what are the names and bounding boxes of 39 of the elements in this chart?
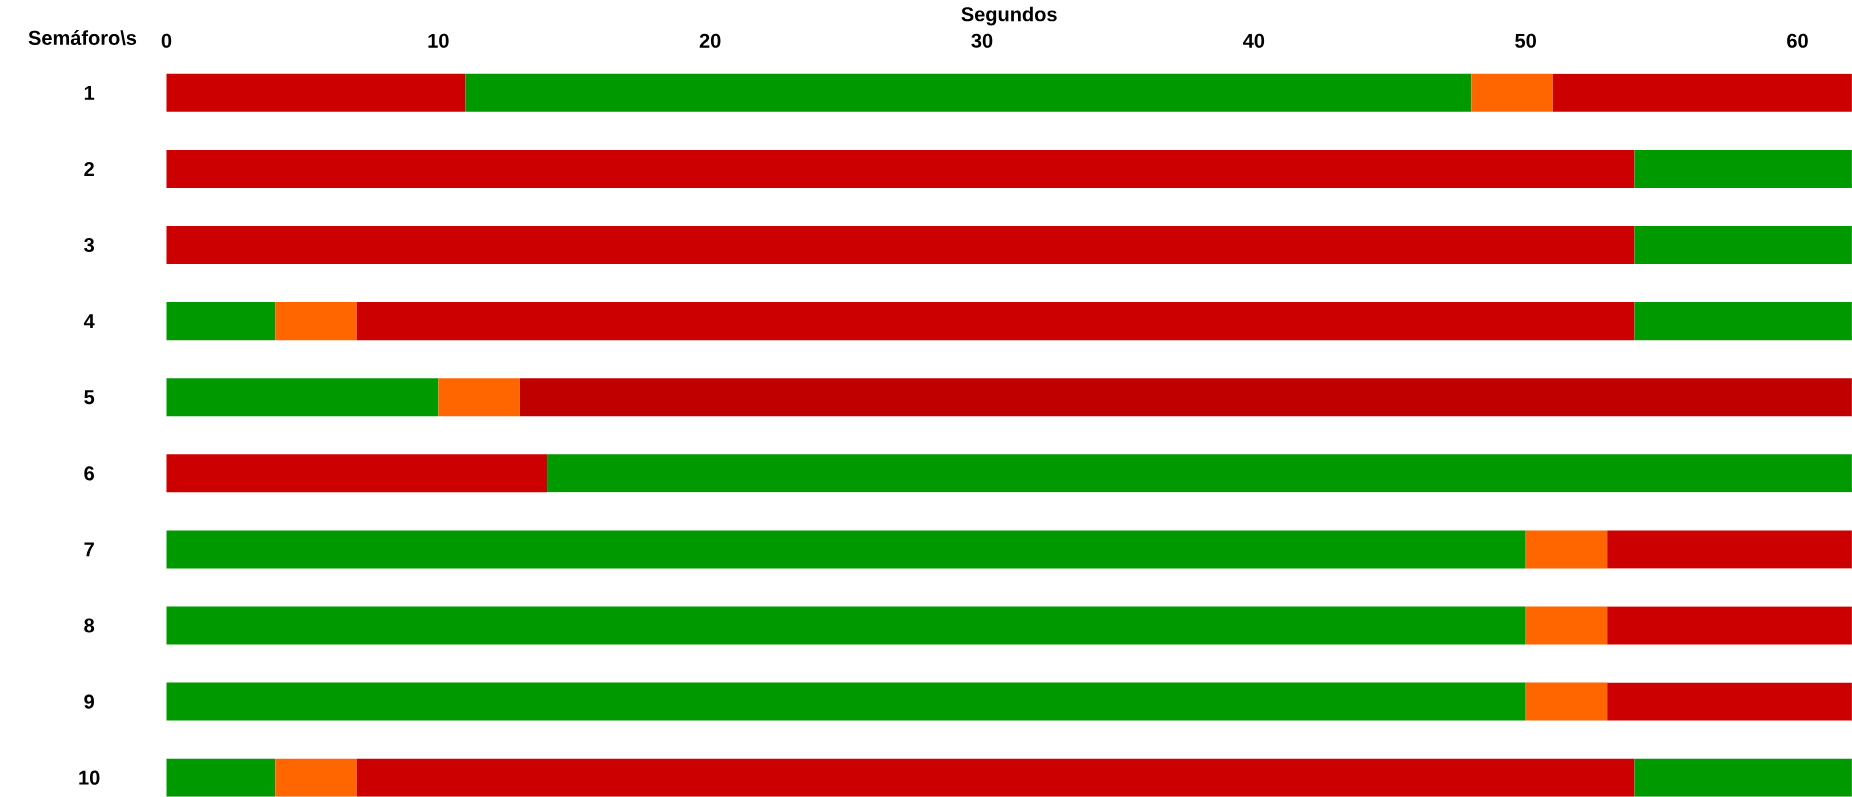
- bar: [1607, 530, 1852, 569]
- y-tick-label: 2: [84, 162, 94, 176]
- y-tick-label: 8: [84, 618, 95, 633]
- x-tick-label: 30: [971, 33, 993, 48]
- bar: [275, 302, 357, 341]
- x-tick-label: 20: [699, 33, 721, 48]
- bar: [1607, 682, 1852, 721]
- x-tick-label: 60: [1787, 33, 1808, 48]
- bar: [1607, 606, 1852, 645]
- y-tick-label: 7: [84, 542, 94, 557]
- bar: [166, 530, 1526, 569]
- x-tick-label: 10: [428, 33, 449, 48]
- bar: [1525, 606, 1608, 645]
- y-tick-label: 10: [79, 770, 100, 785]
- bar: [166, 606, 1526, 645]
- bar: [1525, 682, 1608, 721]
- bar: [275, 758, 357, 797]
- bar: [166, 682, 1526, 721]
- y-tick-label: 4: [83, 314, 95, 329]
- bar: [166, 378, 439, 417]
- x-tick-label: 50: [1515, 33, 1536, 48]
- y-tick-label: 5: [84, 390, 95, 405]
- bar: [356, 758, 1635, 797]
- bar: [166, 758, 276, 797]
- bar: [166, 302, 276, 341]
- bar: [519, 378, 1852, 417]
- x-tick-label: 0: [161, 33, 172, 48]
- y-tick-label: 1: [84, 86, 95, 100]
- bar: [438, 378, 520, 417]
- y-tick-label: 6: [84, 466, 94, 481]
- x-tick-label: 40: [1243, 33, 1265, 48]
- y-tick-label: 3: [84, 238, 94, 253]
- y-tick-label: 9: [84, 694, 94, 709]
- bar: [356, 302, 1635, 341]
- bar: [1634, 758, 1852, 797]
- y-axis-title: Semáforo\s: [28, 30, 137, 46]
- bar: [1634, 302, 1852, 341]
- bar: [1525, 530, 1608, 569]
- x-axis-title: Segundos: [961, 6, 1057, 26]
